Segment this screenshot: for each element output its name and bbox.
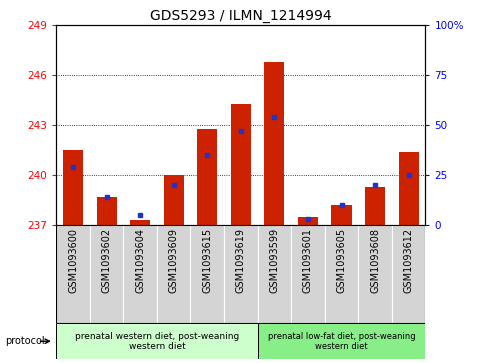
Text: GSM1093599: GSM1093599 [269,228,279,293]
Text: GSM1093604: GSM1093604 [135,228,145,293]
Bar [297,217,317,225]
Bar [364,187,385,225]
Bar [257,323,425,359]
Bar [123,225,157,323]
Bar [230,103,250,225]
Text: GSM1093600: GSM1093600 [68,228,78,293]
Bar [290,225,324,323]
Title: GDS5293 / ILMN_1214994: GDS5293 / ILMN_1214994 [150,9,331,23]
Bar [264,62,284,225]
Bar [224,225,257,323]
Bar [197,129,217,225]
Bar [56,323,257,359]
Text: GSM1093605: GSM1093605 [336,228,346,293]
Bar [63,150,83,225]
Bar [96,197,117,225]
Text: GSM1093612: GSM1093612 [403,228,413,293]
Bar [324,225,358,323]
Text: protocol: protocol [5,336,44,346]
Bar [391,225,425,323]
Bar [163,175,183,225]
Bar [358,225,391,323]
Text: GSM1093602: GSM1093602 [102,228,111,293]
Text: prenatal low-fat diet, post-weaning
western diet: prenatal low-fat diet, post-weaning west… [267,331,414,351]
Bar [130,220,150,225]
Bar [56,225,90,323]
Text: GSM1093601: GSM1093601 [303,228,312,293]
Bar [257,225,290,323]
Text: GSM1093619: GSM1093619 [235,228,245,293]
Bar [157,225,190,323]
Text: GSM1093608: GSM1093608 [369,228,379,293]
Text: prenatal western diet, post-weaning
western diet: prenatal western diet, post-weaning west… [75,331,239,351]
Text: GSM1093609: GSM1093609 [168,228,178,293]
Bar [331,205,351,225]
Bar [190,225,224,323]
Text: GSM1093615: GSM1093615 [202,228,212,293]
Bar [90,225,123,323]
Bar [398,152,418,225]
